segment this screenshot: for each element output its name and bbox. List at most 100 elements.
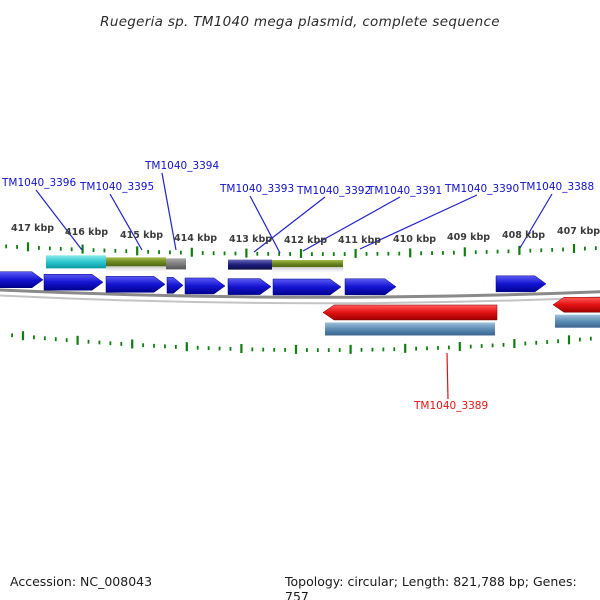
ruler-label-407kbp: 407 kbp [557,226,600,237]
feature-box-navy[interactable] [228,259,272,270]
gene-arrow-reverse[interactable] [322,304,498,321]
gene-label-TM1040_3389[interactable]: TM1040_3389 [414,400,489,412]
ruler-tick-lower [185,342,188,352]
ruler-tick-lower [240,344,243,354]
gene-arrow-forward[interactable] [0,271,44,289]
ruler-tick-upper [398,251,401,256]
ruler-tick-lower [316,348,319,352]
ruler-label-416kbp: 416 kbp [65,227,109,238]
label-leader-line-reverse [446,352,449,400]
ruler-tick-upper [420,251,423,256]
gene-arrow-forward[interactable] [344,278,397,296]
ruler-tick-upper [529,248,532,253]
ruler-tick-upper [584,246,586,251]
ruler-tick-upper [507,249,510,254]
ruler-tick-lower [469,344,472,349]
label-leader-line [161,172,177,251]
plasmid-backbone-shadow [0,294,600,305]
ruler-tick-upper [463,247,466,257]
ruler-tick-lower [437,346,439,350]
ruler-tick-lower [546,340,549,344]
feature-box-olive[interactable] [106,257,166,267]
gene-label-TM1040_3395[interactable]: TM1040_3395 [80,181,155,193]
ruler-tick-upper [354,248,357,258]
ruler-tick-upper [245,248,248,258]
gene-label-TM1040_3391[interactable]: TM1040_3391 [368,185,443,197]
ruler-tick-lower [33,335,35,340]
label-leader-line [253,196,326,253]
ruler-tick-upper [234,251,237,256]
ruler-tick-lower [491,343,494,348]
feature-box-cyan[interactable] [46,255,106,269]
ruler-tick-lower [349,344,352,354]
ruler-tick-lower [371,347,374,352]
ruler-tick-upper [562,247,564,252]
label-leader-line [35,189,83,251]
feature-box-steel[interactable] [325,322,495,336]
ruler-tick-upper [485,250,488,254]
ruler-tick-upper [540,248,543,253]
gene-label-TM1040_3396[interactable]: TM1040_3396 [2,177,77,189]
ruler-tick-lower [426,346,428,351]
ruler-tick-lower [294,344,298,354]
ruler-tick-upper [551,247,554,252]
feature-box-steel[interactable] [555,314,600,328]
ruler-tick-upper [442,251,444,255]
ruler-tick-upper [332,252,335,256]
gene-label-TM1040_3388[interactable]: TM1040_3388 [520,181,595,193]
ruler-tick-upper [299,248,303,258]
ruler-tick-upper [474,250,477,255]
ruler-label-417kbp: 417 kbp [11,223,55,234]
ruler-tick-upper [5,244,8,249]
ruler-tick-upper [26,242,30,252]
gene-arrow-forward[interactable] [43,274,104,291]
ruler-tick-upper [387,251,390,256]
ruler-tick-upper [201,251,204,255]
ruler-tick-upper [70,247,73,252]
ruler-tick-lower [76,335,79,345]
ruler-tick-upper [321,252,324,256]
ruler-tick-upper [223,251,226,256]
ruler-tick-upper [365,252,368,256]
ruler-tick-upper [376,251,379,256]
gene-label-TM1040_3393[interactable]: TM1040_3393 [220,183,295,195]
ruler-tick-lower [480,344,483,348]
ruler-tick-lower [142,343,145,348]
ruler-tick-lower [87,339,90,344]
ruler-tick-upper [267,251,270,256]
gene-arrow-forward[interactable] [272,278,342,296]
feature-box-gray[interactable] [166,258,186,270]
gene-arrow-forward[interactable] [227,278,272,295]
ruler-tick-lower [327,348,330,352]
gene-label-TM1040_3390[interactable]: TM1040_3390 [445,183,520,195]
sequence-title: Ruegeria sp. TM1040 mega plasmid, comple… [100,14,500,30]
ruler-label-408kbp: 408 kbp [502,230,546,241]
gene-arrow-reverse[interactable] [552,297,600,313]
ruler-tick-lower [43,336,46,341]
ruler-tick-lower [11,333,13,338]
ruler-tick-lower [251,347,254,352]
ruler-tick-upper [179,250,182,255]
ruler-tick-upper [136,246,139,256]
label-leader-line [519,193,553,249]
ruler-tick-lower [196,345,199,350]
gene-arrow-forward[interactable] [495,275,547,293]
ruler-tick-lower [524,341,527,346]
feature-box-olive[interactable] [272,259,343,267]
ruler-tick-lower [447,345,450,350]
ruler-tick-upper [92,248,95,252]
gene-arrow-forward[interactable] [105,276,166,293]
gene-arrow-forward[interactable] [184,277,226,295]
ruler-tick-lower [109,341,112,346]
ruler-tick-lower [98,340,101,345]
label-leader-line [249,195,281,254]
gene-label-TM1040_3392[interactable]: TM1040_3392 [297,185,372,197]
gene-arrow-forward[interactable] [166,277,184,294]
ruler-tick-upper [311,252,313,256]
ruler-label-412kbp: 412 kbp [284,235,328,246]
ruler-tick-upper [572,243,576,253]
ruler-label-413kbp: 413 kbp [229,234,273,245]
ruler-tick-upper [125,249,128,254]
gene-label-TM1040_3394[interactable]: TM1040_3394 [145,160,220,172]
